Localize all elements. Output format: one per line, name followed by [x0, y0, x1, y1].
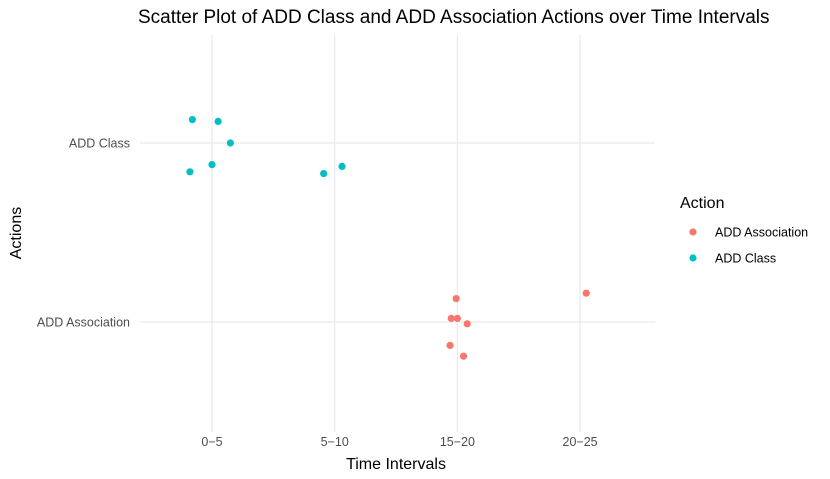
x-tick-label: 5−10 — [321, 435, 349, 449]
point-add-association — [453, 314, 461, 322]
point-add-class — [320, 170, 328, 178]
point-add-association — [582, 289, 590, 297]
point-add-association — [452, 295, 460, 303]
point-add-association — [446, 341, 454, 349]
x-tick-label: 0−5 — [201, 435, 222, 449]
point-add-class — [188, 116, 196, 124]
x-tick-label: 15−20 — [440, 435, 475, 449]
x-tick-label: 20−25 — [563, 435, 598, 449]
point-add-association — [447, 314, 455, 322]
legend-label-add-class: ADD Class — [715, 252, 776, 266]
legend-title: Action — [680, 195, 724, 212]
point-add-class — [186, 168, 194, 176]
legend: Action ADD Association ADD Class — [680, 195, 808, 266]
y-tick-label: ADD Class — [69, 137, 130, 151]
chart-title: Scatter Plot of ADD Class and ADD Associ… — [138, 7, 770, 28]
point-add-association — [459, 352, 468, 360]
y-axis-ticks: ADD Association ADD Class — [37, 137, 130, 330]
legend-label-add-association: ADD Association — [715, 226, 808, 240]
grid-lines — [140, 35, 655, 432]
point-add-class — [338, 162, 346, 170]
legend-key-add-association — [689, 228, 697, 236]
y-tick-label: ADD Association — [37, 316, 130, 330]
y-axis-title: Actions — [8, 207, 25, 259]
point-add-class — [214, 117, 222, 125]
data-points — [186, 116, 590, 360]
x-axis-title: Time Intervals — [346, 456, 446, 473]
point-add-class — [226, 139, 235, 147]
point-add-class — [208, 161, 216, 169]
x-axis-ticks: 0−5 5−10 15−20 20−25 — [201, 435, 597, 449]
legend-key-add-class — [689, 254, 697, 262]
point-add-association — [463, 320, 471, 328]
